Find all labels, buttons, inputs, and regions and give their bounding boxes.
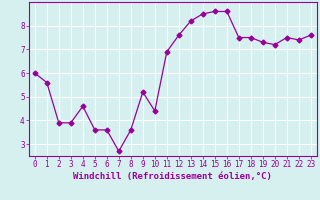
X-axis label: Windchill (Refroidissement éolien,°C): Windchill (Refroidissement éolien,°C) — [73, 172, 272, 181]
